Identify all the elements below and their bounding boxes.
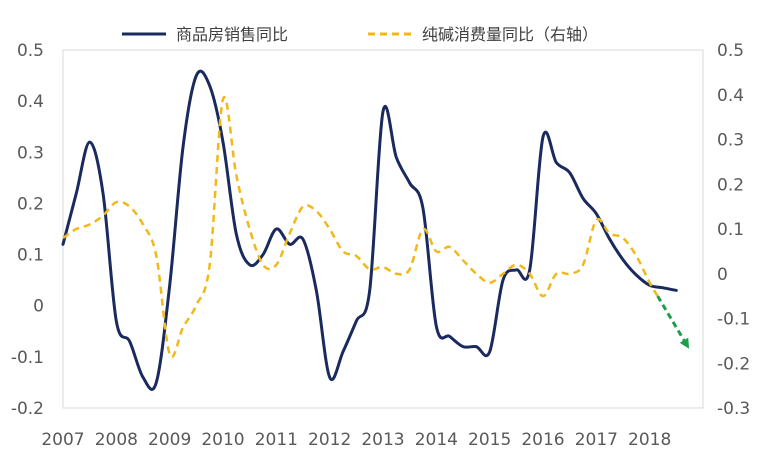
x-tick-label: 2012 bbox=[308, 430, 351, 450]
legend-label-2: 纯碱消费量同比（右轴） bbox=[422, 25, 598, 44]
x-tick-label: 2013 bbox=[361, 430, 404, 450]
legend: 商品房销售同比 纯碱消费量同比（右轴） bbox=[122, 25, 598, 44]
right-tick-label: -0.2 bbox=[717, 354, 750, 374]
right-axis-ticks: -0.3 -0.2 -0.1 0 0.1 0.2 0.3 0.4 0.5 bbox=[717, 41, 750, 419]
right-tick-label: 0 bbox=[717, 265, 728, 285]
left-tick-label: 0.5 bbox=[17, 41, 44, 61]
left-tick-label: -0.2 bbox=[11, 399, 44, 419]
x-tick-label: 2015 bbox=[468, 430, 511, 450]
right-tick-label: 0.4 bbox=[717, 86, 744, 106]
x-tick-label: 2014 bbox=[415, 430, 458, 450]
right-tick-label: -0.1 bbox=[717, 310, 750, 330]
x-tick-label: 2016 bbox=[521, 430, 564, 450]
legend-label-1: 商品房销售同比 bbox=[176, 25, 288, 44]
left-tick-label: 0 bbox=[33, 297, 44, 317]
left-axis-ticks: -0.2 -0.1 0 0.1 0.2 0.3 0.4 0.5 bbox=[11, 41, 44, 419]
left-tick-label: 0.2 bbox=[17, 194, 44, 214]
left-tick-label: -0.1 bbox=[11, 348, 44, 368]
right-tick-label: -0.3 bbox=[717, 399, 750, 419]
x-tick-label: 2017 bbox=[575, 430, 618, 450]
right-tick-label: 0.5 bbox=[717, 41, 744, 61]
left-tick-label: 0.4 bbox=[17, 92, 44, 112]
right-tick-label: 0.2 bbox=[717, 175, 744, 195]
x-tick-label: 2007 bbox=[41, 430, 84, 450]
left-tick-label: 0.1 bbox=[17, 246, 44, 266]
x-axis-ticks: 2007 2008 2009 2010 2011 2012 2013 2014 2015 2016… bbox=[41, 430, 671, 450]
x-tick-label: 2011 bbox=[255, 430, 298, 450]
series-line-2 bbox=[62, 95, 659, 359]
series-layer bbox=[61, 69, 678, 391]
x-tick-label: 2010 bbox=[201, 430, 244, 450]
right-tick-label: 0.1 bbox=[717, 220, 744, 240]
x-tick-label: 2018 bbox=[628, 430, 671, 450]
x-tick-label: 2008 bbox=[95, 430, 138, 450]
right-tick-label: 0.3 bbox=[717, 131, 744, 151]
x-tick-label: 2009 bbox=[148, 430, 191, 450]
left-tick-label: 0.3 bbox=[17, 143, 44, 163]
